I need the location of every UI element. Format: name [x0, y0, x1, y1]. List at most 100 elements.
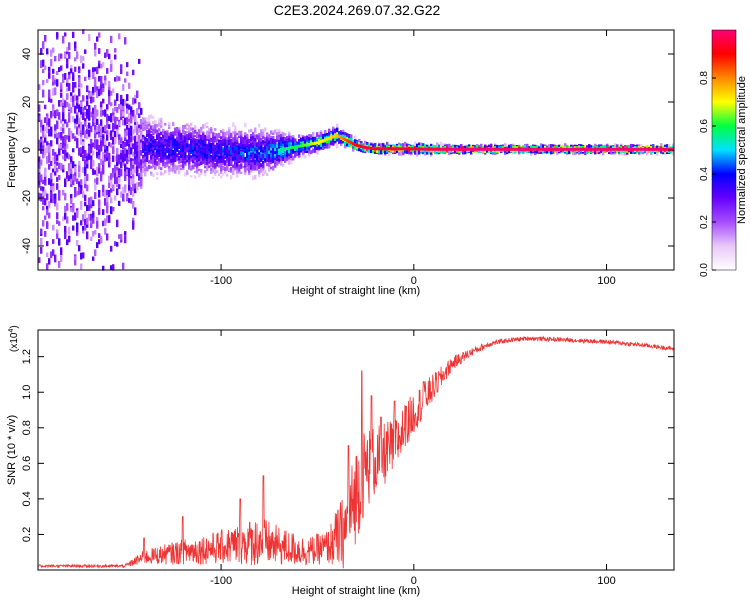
spectrogram-cell [76, 51, 79, 59]
spectrogram-cell [118, 122, 121, 127]
spectrogram-cell [66, 203, 69, 211]
spectrogram-cell [276, 128, 279, 132]
spectrogram-cell [60, 247, 63, 255]
spectrogram-cell [178, 170, 181, 173]
spectrogram-cell [282, 164, 285, 167]
spectrogram-cell [132, 201, 135, 209]
spectrogram-cell [116, 158, 119, 167]
spectrogram-cell [58, 193, 61, 201]
spectrogram-cell [216, 150, 219, 153]
spectrogram-cell [168, 148, 171, 152]
spectrogram-cell [448, 144, 451, 149]
spectrogram-cell [234, 164, 237, 169]
spectrogram-cell [226, 160, 229, 163]
spectrogram-cell [288, 133, 291, 137]
spectrogram-cell [156, 157, 159, 160]
spectrogram-cell [276, 158, 279, 164]
spectrogram-cell [164, 130, 167, 135]
spectrogram-cell [200, 168, 203, 173]
spectrogram-cell [46, 193, 49, 201]
spectrogram-cell [272, 148, 275, 152]
spectrogram-cell [390, 144, 393, 148]
spectrogram-cell [106, 49, 109, 57]
spectrogram-cell [54, 198, 57, 204]
spectrogram-cell [208, 138, 211, 141]
spectrogram-cell [244, 162, 247, 167]
spectrogram-cell [62, 107, 65, 113]
spectrogram-cell [480, 143, 483, 148]
spectrogram-cell [44, 170, 47, 177]
spectrogram-cell [156, 148, 159, 152]
spectrogram-cell [250, 151, 253, 156]
spectrogram-cell [254, 136, 257, 141]
spectrogram-cell [234, 154, 237, 158]
spectrogram-cell [166, 158, 169, 163]
spectrogram-cell [250, 150, 253, 153]
spectrogram-cell [126, 150, 129, 155]
spectrogram-cell [42, 89, 45, 98]
spectrogram-cell [90, 97, 93, 104]
spectrogram-cell [144, 141, 147, 146]
spectrogram-cell [58, 190, 61, 196]
spectrogram-cell [40, 159, 43, 166]
spectrogram-cell [108, 181, 111, 188]
spectrogram-cell [336, 138, 339, 142]
spectrogram-cell [56, 133, 59, 138]
spectrogram-cell [302, 154, 305, 158]
spectrogram-cell [290, 152, 293, 156]
spectrogram-cell [56, 212, 59, 220]
spectrogram-cell [60, 85, 63, 90]
spectrogram-cell [228, 130, 231, 135]
spectrogram-cell [60, 65, 63, 71]
spectrogram-cell [120, 153, 123, 160]
spectrogram-cell [282, 138, 285, 141]
spectrogram-cell [60, 92, 63, 98]
spectrogram-cell [76, 240, 79, 246]
spectrogram-cell [66, 171, 69, 179]
spectrogram-cell [120, 64, 123, 69]
spectrogram-cell [198, 139, 201, 144]
spectrogram-cell [200, 127, 203, 130]
spectrogram-cell [174, 132, 177, 135]
spectrogram-cell [226, 131, 229, 136]
spectrogram-cell [430, 151, 433, 155]
spectrogram-cell [194, 129, 197, 134]
spectrogram-cell [42, 179, 45, 185]
spectrogram-cell [94, 67, 97, 72]
spectrogram-cell [312, 138, 315, 143]
spectrogram-cell [94, 129, 97, 135]
spectrogram-cell [280, 134, 283, 140]
spectrogram-cell [180, 143, 183, 148]
spectrogram-cell [266, 135, 269, 138]
spectrogram-cell [98, 199, 101, 205]
spectrogram-cell [188, 156, 191, 161]
spectrogram-cell [296, 153, 299, 156]
spectrogram-cell [260, 156, 263, 162]
spectrogram-cell [286, 149, 289, 154]
spectrogram-cell [426, 151, 429, 155]
spectrogram-cell [126, 71, 129, 76]
spectrogram-cell [332, 129, 335, 132]
spectrogram-cell [426, 144, 429, 147]
spectrogram-cell [402, 143, 405, 147]
spectrogram-cell [52, 88, 55, 96]
spectrogram-cell [182, 166, 185, 170]
spectrogram-cell [226, 137, 229, 140]
spectrogram-cell [252, 175, 255, 181]
spectrogram-cell [110, 65, 113, 72]
spectrogram-cell [186, 143, 189, 147]
spectrogram-cell [184, 143, 187, 147]
spectrogram-cell [70, 166, 73, 174]
spectrogram-cell [224, 152, 227, 155]
spectrogram-cell [422, 149, 425, 153]
spectrogram-cell [422, 150, 425, 155]
spectrogram-cell [244, 167, 247, 173]
spectrogram-cell [374, 143, 377, 149]
spectrogram-cell [314, 136, 317, 140]
spectrogram-cell [282, 157, 285, 160]
spectrogram-cell [106, 146, 109, 154]
spectrogram-cell [342, 132, 345, 136]
spectrogram-cell [278, 134, 281, 137]
spectrogram-cell [196, 165, 199, 168]
